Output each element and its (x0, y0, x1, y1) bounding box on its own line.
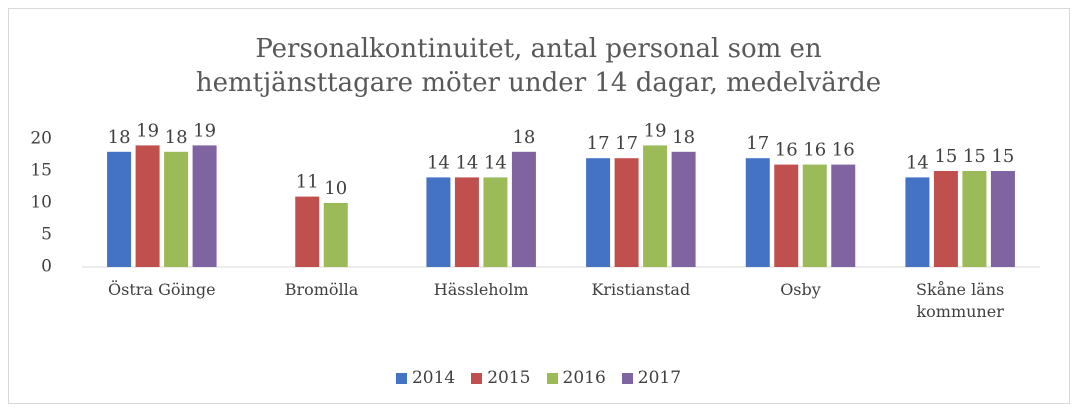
data-label: 16 (832, 140, 855, 161)
chart-frame (8, 8, 1070, 404)
bar (962, 171, 987, 267)
y-tick-label: 15 (30, 161, 52, 181)
bar (135, 145, 160, 267)
legend: 2014 2015 2016 2017 (0, 368, 1077, 388)
bar (295, 196, 320, 267)
legend-item: 2015 (471, 368, 531, 388)
legend-swatch (395, 372, 407, 384)
bar (831, 164, 856, 267)
data-label: 19 (193, 120, 216, 141)
data-label: 19 (136, 120, 159, 141)
x-tick-label: Hässleholm (433, 280, 529, 299)
bar (614, 158, 639, 267)
data-label: 14 (906, 152, 929, 173)
bar (905, 177, 930, 267)
legend-item: 2016 (546, 368, 606, 388)
data-label: 15 (963, 146, 986, 167)
data-label: 14 (427, 152, 450, 173)
title-box: Personalkontinuitet, antal personal som … (0, 32, 1077, 100)
legend-label: 2017 (637, 368, 682, 388)
y-tick-label: 10 (30, 193, 52, 213)
bar (426, 177, 451, 267)
data-label: 10 (324, 178, 347, 199)
y-tick-label: 5 (41, 225, 52, 245)
x-tick-label: Östra Göinge (108, 280, 216, 299)
data-label: 11 (296, 172, 319, 193)
bar (454, 177, 479, 267)
y-tick-label: 0 (41, 257, 52, 277)
data-label: 16 (803, 140, 826, 161)
bar (802, 164, 827, 267)
x-tick-label: Osby (780, 280, 821, 299)
data-label: 17 (746, 133, 769, 154)
bar (671, 151, 696, 267)
bar (745, 158, 770, 267)
data-label: 18 (512, 127, 535, 148)
legend-label: 2014 (411, 368, 456, 388)
data-label: 17 (587, 133, 610, 154)
x-tick-label: Skåne läns kommuner (916, 280, 1005, 321)
bar (586, 158, 611, 267)
legend-swatch (621, 372, 633, 384)
data-label: 15 (934, 146, 957, 167)
x-tick-label: Kristianstad (591, 280, 691, 299)
bar (483, 177, 508, 267)
bar (990, 171, 1015, 267)
bar (643, 145, 668, 267)
x-tick-label: Bromölla (284, 280, 359, 299)
bar (164, 151, 189, 267)
data-label: 14 (455, 152, 478, 173)
data-label: 16 (775, 140, 798, 161)
legend-item: 2017 (621, 368, 682, 388)
bar (192, 145, 217, 267)
legend-swatch (471, 372, 483, 384)
data-label: 14 (484, 152, 507, 173)
data-label: 18 (672, 127, 695, 148)
data-label: 18 (165, 127, 188, 148)
legend-label: 2015 (487, 368, 531, 388)
data-label: 18 (108, 127, 131, 148)
legend-swatch (546, 372, 558, 384)
data-label: 15 (991, 146, 1014, 167)
bar (511, 151, 536, 267)
data-label: 17 (615, 133, 638, 154)
chart-title: Personalkontinuitet, antal personal som … (195, 34, 882, 98)
y-tick-label: 20 (30, 129, 52, 149)
legend-item: 2014 (395, 368, 456, 388)
bar (107, 151, 132, 267)
data-label: 19 (644, 120, 667, 141)
legend-label: 2016 (562, 368, 606, 388)
bar (933, 171, 958, 267)
bar (774, 164, 799, 267)
bar (323, 203, 348, 267)
